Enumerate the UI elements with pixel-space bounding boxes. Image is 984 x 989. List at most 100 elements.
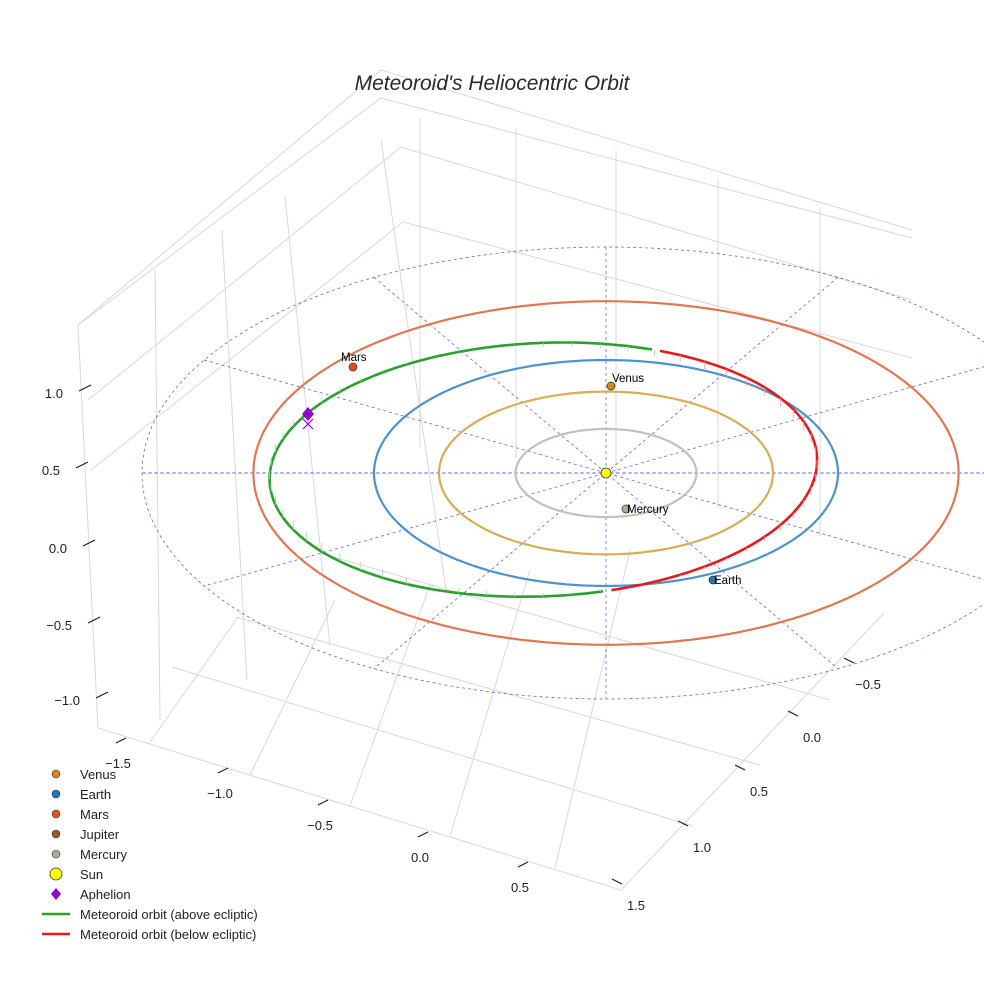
- z-tick: [75, 461, 89, 469]
- z-tick-label: −1.0: [54, 693, 80, 708]
- planet-marker-earth: [708, 575, 718, 585]
- legend-item: Venus: [40, 764, 258, 784]
- legend-swatch-shape: [51, 809, 61, 819]
- legend: Venus Earth Mars Jupiter Mercury Sun Aphelion M…: [40, 764, 258, 944]
- grid-line: [284, 195, 331, 647]
- grid-line: [149, 616, 239, 743]
- x-tick: [317, 799, 329, 806]
- legend-swatch-shape: [51, 789, 61, 799]
- z-tick-label: −0.5: [46, 618, 72, 633]
- x-tick-label: 0.0: [411, 850, 429, 865]
- y-tick-label: 0.0: [803, 730, 821, 745]
- y-tick: [677, 820, 689, 827]
- y-tick-label: 1.0: [693, 840, 711, 855]
- legend-item: Meteoroid orbit (below ecliptic): [40, 924, 258, 944]
- grid-line: [221, 229, 248, 681]
- y-tick-label: 0.5: [750, 784, 768, 799]
- planet-label-venus: Venus: [612, 373, 644, 385]
- legend-swatch: [42, 912, 70, 916]
- box-edge: [97, 612, 885, 891]
- y-tick: [843, 657, 855, 664]
- planet-label-mercury: Mercury: [627, 504, 669, 516]
- grid-line: [171, 666, 694, 827]
- x-tick-label: −1.5: [105, 756, 131, 771]
- x-tick-label: 0.5: [511, 880, 529, 895]
- ecliptic-spoke: [373, 276, 839, 670]
- grid-line: [554, 549, 631, 869]
- z-tick: [95, 691, 109, 699]
- aphelion-projection: [302, 418, 314, 430]
- ecliptic-spoke: [373, 276, 839, 670]
- legend-swatch-shape: [51, 849, 61, 859]
- aphelion-marker: [302, 407, 314, 421]
- legend-label: Meteoroid orbit (below ecliptic): [80, 926, 257, 942]
- z-tick: [82, 539, 96, 547]
- grid-line: [77, 97, 382, 326]
- box-edge: [77, 69, 913, 326]
- legend-swatch: [49, 867, 63, 881]
- grid-line: [154, 269, 161, 721]
- grid-line: [319, 552, 831, 701]
- planet-marker-venus: [606, 381, 616, 391]
- legend-swatch: [51, 829, 61, 839]
- legend-swatch: [51, 809, 61, 819]
- planet-orbit: [252, 300, 960, 646]
- y-tick: [787, 710, 799, 717]
- legend-item: Mercury: [40, 844, 258, 864]
- planet-orbit: [372, 358, 840, 588]
- grid-line: [380, 139, 447, 591]
- y-tick: [734, 764, 746, 771]
- chart-title: Meteoroid's Heliocentric Orbit: [354, 72, 630, 95]
- legend-swatch-shape: [51, 888, 61, 900]
- z-tick-label: 1.0: [45, 386, 63, 401]
- grid-line: [90, 221, 404, 471]
- y-tick: [611, 878, 623, 885]
- legend-label: Sun: [80, 866, 104, 882]
- legend-swatch-shape: [51, 829, 61, 839]
- legend-label: Aphelion: [80, 886, 131, 902]
- x-tick-label: −1.0: [207, 786, 233, 801]
- y-tick-label: 1.5: [627, 898, 645, 913]
- legend-item: Aphelion: [40, 884, 258, 904]
- x-tick: [217, 767, 229, 774]
- legend-label: Meteoroid orbit (above ecliptic): [80, 906, 258, 922]
- x-tick: [115, 737, 127, 744]
- x-tick-label: −0.5: [307, 818, 333, 833]
- legend-item: Meteoroid orbit (above ecliptic): [40, 904, 258, 924]
- z-tick-label: 0.5: [42, 463, 60, 478]
- planet-orbit: [514, 427, 698, 519]
- grid-line: [235, 616, 761, 766]
- legend-swatch: [51, 769, 61, 779]
- grid-line: [400, 146, 913, 301]
- grid-line: [380, 97, 913, 239]
- planet-label-earth: Earth: [714, 575, 742, 587]
- grid-line: [249, 599, 336, 776]
- sun-marker: [600, 467, 612, 479]
- grid-line: [349, 584, 431, 807]
- legend-swatch-shape: [51, 769, 61, 779]
- grid-line: [402, 221, 913, 359]
- x-tick: [417, 831, 429, 838]
- z-tick: [87, 616, 101, 624]
- z-tick-label: 0.0: [49, 541, 67, 556]
- legend-swatch: [51, 789, 61, 799]
- meteoroid-orbit-above: [268, 341, 653, 598]
- legend-item: Earth: [40, 784, 258, 804]
- legend-swatch-shape: [49, 867, 63, 881]
- x-tick: [517, 861, 529, 868]
- legend-label: Mars: [80, 806, 109, 822]
- grid-line: [449, 569, 531, 837]
- legend-label: Venus: [80, 766, 117, 782]
- legend-label: Jupiter: [80, 826, 120, 842]
- planet-label-mars: Mars: [341, 352, 367, 364]
- planet-marker-mars: [348, 362, 358, 372]
- legend-label: Earth: [80, 786, 112, 802]
- ecliptic-spoke: [204, 366, 984, 587]
- planet-marker-mercury: [621, 504, 631, 514]
- grid-line: [87, 146, 402, 401]
- legend-item: Jupiter: [40, 824, 258, 844]
- legend-swatch: [42, 932, 70, 936]
- legend-item: Mars: [40, 804, 258, 824]
